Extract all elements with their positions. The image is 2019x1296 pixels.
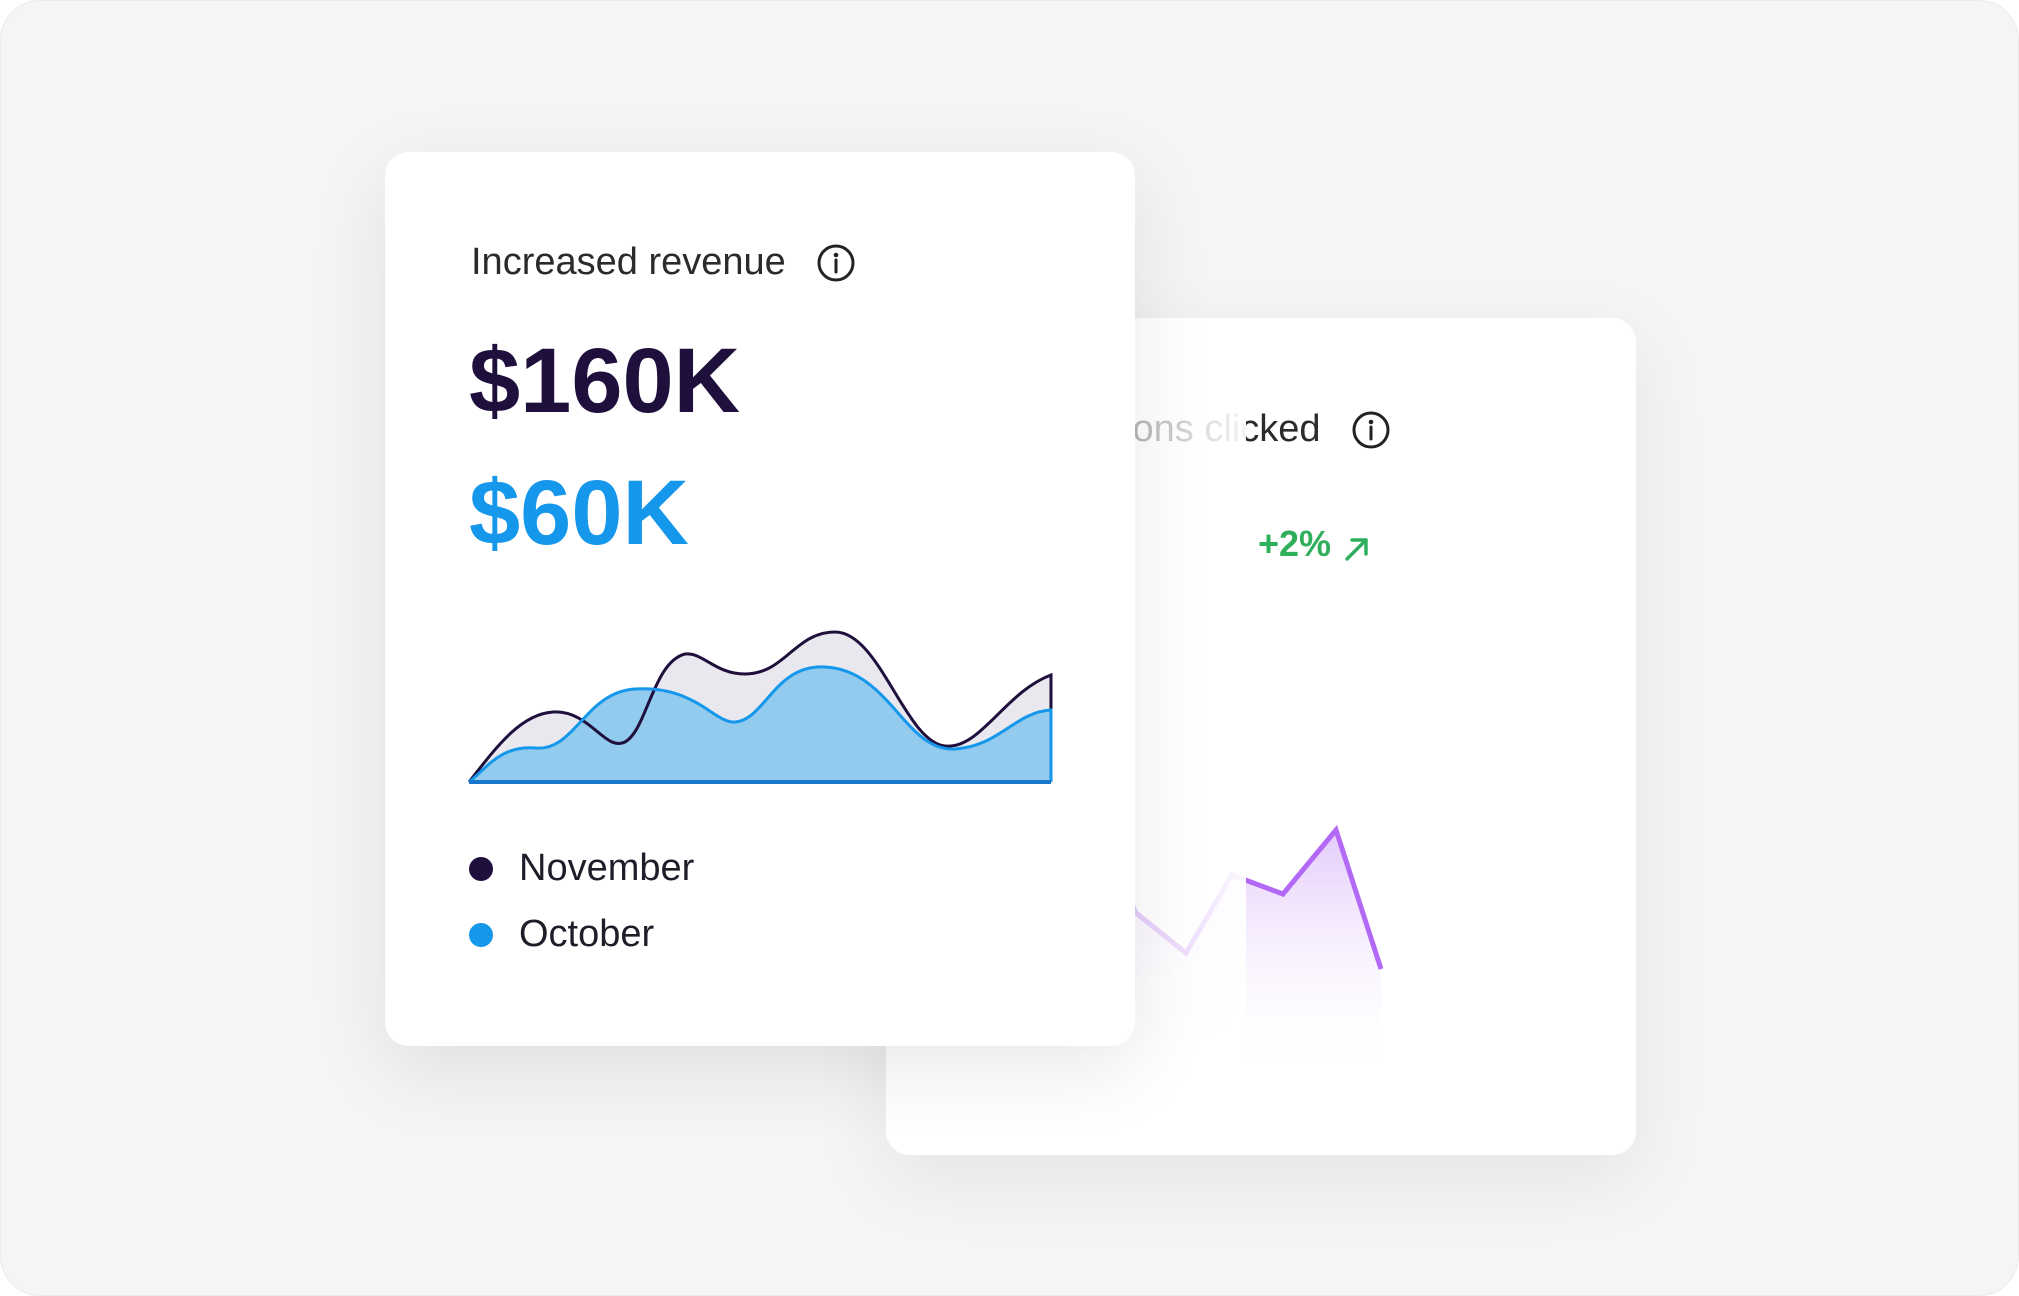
november-line (467, 630, 1053, 783)
legend-label: November (519, 847, 695, 889)
october-line (468, 665, 1053, 784)
legend-label: October (519, 913, 655, 955)
card-title: Increased revenue (471, 241, 786, 283)
arrow-up-right-icon (1343, 530, 1371, 561)
info-icon[interactable] (816, 243, 856, 283)
info-icon[interactable] (1351, 410, 1391, 450)
legend-item: November (469, 847, 694, 890)
primary-value: $160K (469, 330, 741, 432)
change-badge: +2% (1258, 523, 1371, 565)
change-value: +2% (1258, 523, 1332, 564)
revenue-card: Increased revenue $160K $60K November (385, 152, 1135, 1046)
secondary-value: $60K (469, 462, 689, 564)
legend-item: October (469, 913, 654, 956)
legend-dot-october (469, 922, 493, 947)
legend-dot-november (469, 856, 493, 881)
revenue-area-chart (467, 630, 1053, 784)
card-title-row: Increased revenue (471, 241, 856, 284)
